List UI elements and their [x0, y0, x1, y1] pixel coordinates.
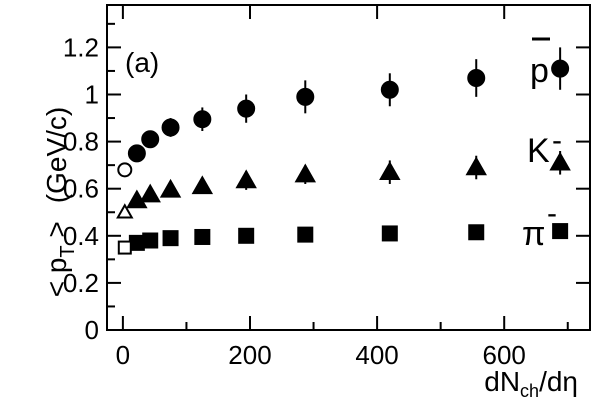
y-tick-label: 0.4: [63, 221, 99, 251]
x-tick-label: 600: [483, 340, 526, 370]
x-tick-label: 400: [355, 340, 398, 370]
data-point-triangle: [379, 161, 401, 180]
data-marks: [116, 47, 571, 255]
data-point-square: [381, 225, 398, 242]
data-point-circle: [380, 80, 399, 99]
panel-label: (a): [125, 47, 159, 78]
data-point-triangle: [235, 169, 257, 189]
data-point-square: [194, 228, 211, 245]
data-point-square: [468, 224, 485, 241]
data-point-triangle: [549, 151, 571, 171]
plot-frame: [106, 4, 591, 331]
data-point-square: [162, 230, 179, 247]
data-point-square: [297, 226, 314, 243]
data-point-circle: [161, 118, 180, 137]
data-point-triangle: [465, 156, 487, 176]
data-point-square: [142, 232, 159, 249]
svg-text:< pT >(GeV/c): < pT >(GeV/c): [41, 107, 79, 298]
data-point-square: [552, 223, 569, 240]
data-point-circle: [551, 59, 570, 78]
data-point-triangle: [159, 178, 182, 198]
data-point-circle: [296, 87, 315, 106]
open-data-point-circle: [117, 162, 133, 178]
data-point-circle: [467, 69, 486, 88]
series-label-kaon: K -: [527, 124, 562, 170]
data-point-circle: [127, 144, 146, 163]
svg-text:-: -: [552, 124, 562, 157]
svg-text:π: π: [522, 215, 545, 253]
series-label-antiproton: p -: [530, 37, 562, 90]
y-tick-label: 0.2: [63, 268, 99, 298]
svg-text:-: -: [547, 197, 557, 230]
open-data-point-square: [117, 240, 132, 255]
x-axis-title: dNch/dη: [484, 366, 578, 401]
data-point-triangle: [191, 175, 214, 195]
data-point-triangle: [139, 183, 161, 203]
y-tick-label: 1.2: [63, 32, 99, 62]
x-tick-label: 200: [228, 340, 271, 370]
y-tick-label: 0.6: [63, 174, 99, 204]
svg-text:-: -: [552, 50, 562, 83]
data-point-triangle: [294, 163, 317, 183]
y-axis-title: < pT >(GeV/c): [41, 107, 79, 298]
data-point-circle: [141, 130, 160, 149]
x-tick-label: 0: [116, 340, 130, 370]
svg-text:dNch/dη: dNch/dη: [484, 366, 578, 401]
data-point-square: [128, 234, 145, 251]
series-label-pion: π -: [522, 197, 557, 253]
data-point-circle: [237, 99, 256, 118]
data-point-circle: [193, 110, 212, 129]
svg-text:K: K: [527, 132, 550, 170]
open-data-point-triangle: [116, 203, 134, 219]
y-tick-label: 0.8: [63, 127, 99, 157]
axes: 0 200 400 600 0 0.2 0.4 0.6 0.8 1 1.2: [63, 4, 591, 370]
y-tick-label: 0: [85, 315, 99, 345]
data-point-square: [238, 227, 255, 244]
y-tick-label: 1: [85, 79, 99, 109]
svg-text:p: p: [530, 52, 549, 90]
